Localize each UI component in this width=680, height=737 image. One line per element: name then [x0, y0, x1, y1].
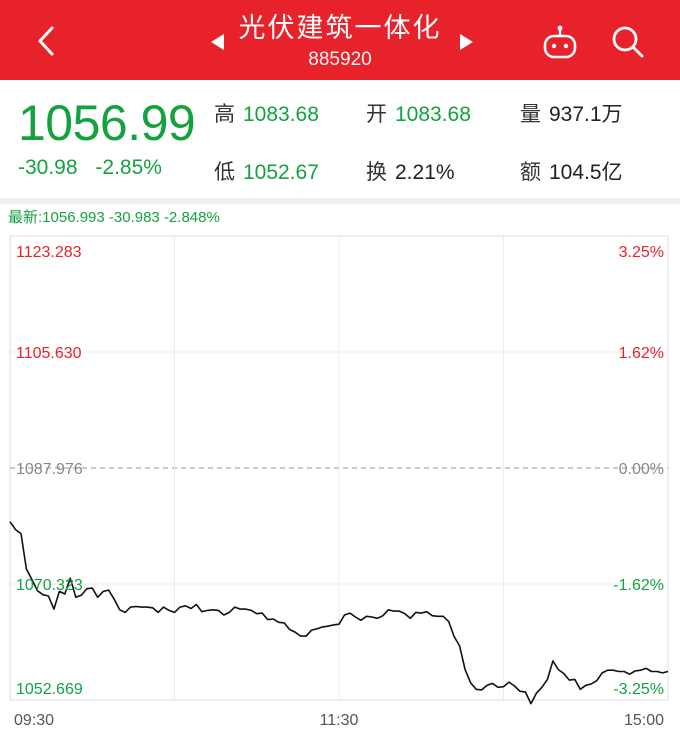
page-title: 光伏建筑一体化 — [238, 13, 442, 43]
y-label-right: 1.62% — [619, 345, 664, 362]
y-label-right: 0.00% — [619, 461, 664, 478]
last-price: 1056.99 — [18, 95, 196, 151]
previous-index-icon[interactable] — [208, 32, 228, 52]
back-arrow-icon[interactable] — [30, 24, 64, 58]
y-label-left: 1105.630 — [16, 345, 82, 362]
stat-low-value: 1052.67 — [243, 161, 319, 184]
x-label: 11:30 — [320, 712, 359, 729]
stat-amount-label: 额 — [520, 161, 541, 184]
stat-volume: 量 937.1万 — [520, 98, 623, 128]
assistant-robot-icon[interactable] — [540, 24, 580, 62]
stat-turnover-label: 换 — [366, 161, 387, 184]
section-divider — [0, 198, 680, 204]
stat-low-label: 低 — [214, 161, 235, 184]
stat-amount-value: 104.5亿 — [549, 161, 623, 184]
stat-low: 低 1052.67 — [214, 156, 319, 186]
y-label-left: 1052.669 — [16, 681, 83, 698]
stat-volume-value: 937.1万 — [549, 103, 623, 126]
index-code: 885920 — [308, 49, 372, 70]
latest-readout: 最新:1056.993 -30.983 -2.848% — [8, 209, 220, 226]
search-icon[interactable] — [610, 24, 646, 60]
x-label: 15:00 — [624, 712, 664, 729]
x-label: 09:30 — [14, 712, 54, 729]
stat-high-value: 1083.68 — [243, 103, 319, 126]
next-index-icon[interactable] — [456, 32, 476, 52]
stat-volume-label: 量 — [520, 103, 541, 126]
stat-turnover-value: 2.21% — [395, 161, 455, 184]
price-change: -30.98 -2.85% — [18, 156, 162, 180]
quote-panel: 1056.99 -30.98 -2.85% 高 1083.68 开 1083.68 … — [0, 80, 680, 198]
stat-open: 开 1083.68 — [366, 98, 471, 128]
price-line — [9, 521, 669, 705]
title-block: 光伏建筑一体化 885920 — [0, 6, 680, 71]
y-label-left: 1087.976 — [16, 461, 83, 478]
y-label-left: 1123.283 — [16, 244, 82, 261]
y-label-right: 3.25% — [619, 244, 664, 261]
y-label-right: -3.25% — [613, 681, 664, 698]
stat-turnover: 换 2.21% — [366, 156, 455, 186]
stat-amount: 额 104.5亿 — [520, 156, 623, 186]
top-bar: 光伏建筑一体化 885920 — [0, 0, 680, 80]
change-percent: -2.85% — [95, 156, 162, 179]
stat-open-label: 开 — [366, 103, 387, 126]
y-label-right: -1.62% — [613, 577, 664, 594]
stat-open-value: 1083.68 — [395, 103, 471, 126]
y-label-left: 1070.323 — [16, 577, 83, 594]
intraday-chart[interactable]: 1123.283 3.25% 1105.630 1.62% 1087.976 0.00% 1… — [0, 228, 680, 737]
stat-high-label: 高 — [214, 103, 235, 126]
stat-high: 高 1083.68 — [214, 98, 319, 128]
change-value: -30.98 — [18, 156, 78, 179]
